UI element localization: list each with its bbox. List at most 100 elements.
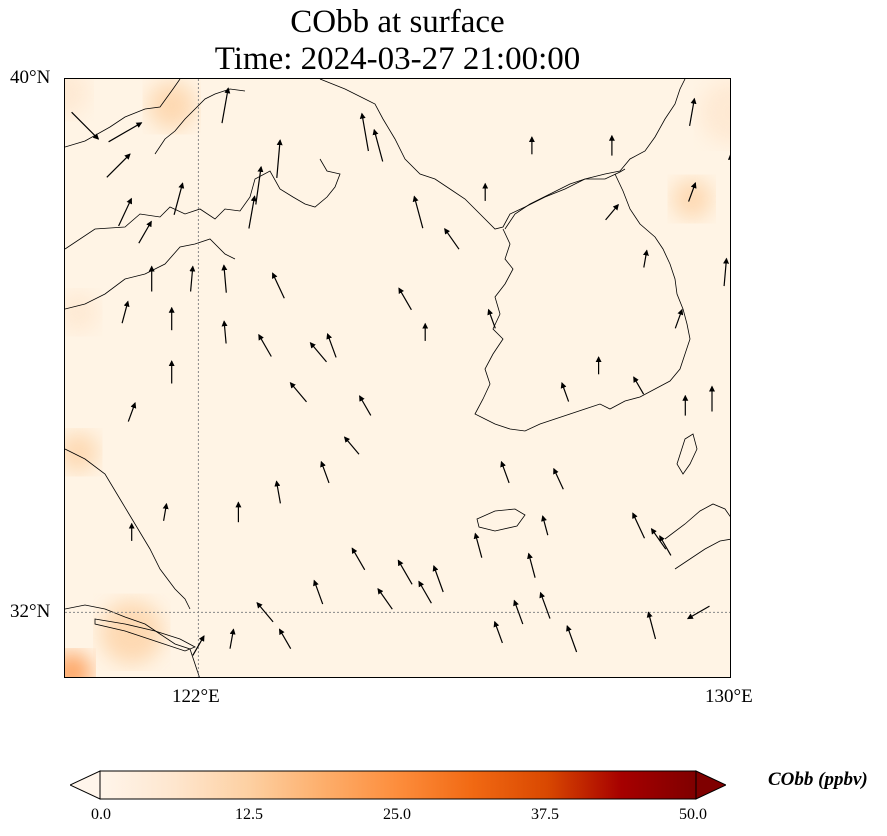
- coastline-yangtze: [65, 604, 200, 677]
- coastline-yangtze-island: [94, 618, 196, 652]
- wind-vector-0: [71, 111, 100, 140]
- wind-vector-30: [320, 460, 330, 484]
- colorbar-extend-max: [695, 770, 726, 800]
- concentration-patch-0: [147, 81, 196, 130]
- wind-vector-55: [650, 527, 667, 550]
- coastline-tsushima: [676, 433, 698, 475]
- coastline-jeju: [476, 508, 526, 532]
- wind-vector-27: [289, 382, 307, 403]
- wind-vector-15: [221, 264, 228, 293]
- wind-vector-23: [398, 287, 412, 311]
- concentration-patch-7: [65, 79, 90, 117]
- lon-label-122e: 122°E: [172, 686, 220, 707]
- colorbar-tick-4: 50.0: [679, 806, 707, 823]
- colorbar-canvas: [70, 770, 726, 800]
- coastline-bohai: [65, 79, 181, 148]
- wind-vector-58: [553, 467, 564, 490]
- wind-vector-64: [674, 308, 684, 329]
- colorbar-gradient: [99, 770, 697, 800]
- wind-vectors: [71, 87, 730, 656]
- coastline-shandong: [65, 238, 236, 310]
- colorbar-label: CObb (ppbv): [768, 769, 868, 790]
- wind-vector-48: [566, 625, 578, 653]
- wind-vector-52: [527, 552, 536, 578]
- wind-vector-31: [274, 480, 281, 504]
- coastline-kyushu-2: [674, 538, 730, 570]
- wind-vector-39: [377, 587, 393, 610]
- wind-vector-3: [118, 197, 133, 227]
- wind-vector-44: [278, 628, 292, 649]
- wind-vector-53: [541, 515, 549, 536]
- wind-vector-45: [493, 620, 503, 644]
- wind-vector-35: [351, 547, 366, 571]
- wind-vector-9: [248, 195, 257, 229]
- wind-vector-36: [397, 559, 413, 585]
- concentration-patch-5: [671, 178, 712, 220]
- coastline-dmz: [504, 168, 626, 230]
- wind-vector-26: [127, 402, 137, 422]
- wind-vector-61: [633, 376, 645, 395]
- wind-vector-34: [162, 502, 169, 521]
- coastline-korea-peninsula: [474, 173, 691, 432]
- wind-vector-5: [173, 182, 185, 215]
- map-canvas: [65, 79, 730, 677]
- colorbar: [70, 770, 726, 800]
- wind-vector-69: [727, 153, 730, 160]
- wind-vector-74: [487, 308, 496, 329]
- wind-vector-40: [313, 579, 324, 605]
- wind-vector-28: [359, 395, 372, 416]
- concentration-patch-2: [65, 292, 99, 333]
- wind-vector-8: [276, 139, 283, 178]
- wind-vector-41: [256, 602, 274, 623]
- concentration-patch-4: [65, 652, 92, 677]
- wind-vector-21: [309, 342, 327, 363]
- wind-vector-14: [189, 265, 196, 292]
- wind-vector-12: [412, 195, 424, 229]
- wind-vector-16: [272, 272, 285, 299]
- colorbar-tick-0: 0.0: [91, 806, 111, 823]
- wind-vector-11: [372, 128, 384, 162]
- wind-vector-6: [221, 87, 231, 124]
- wind-vector-37: [432, 565, 444, 593]
- lon-label-130e: 130°E: [705, 686, 753, 707]
- wind-vector-2: [106, 153, 131, 178]
- coastline-korea-north-east: [619, 79, 686, 172]
- concentration-patch-1: [65, 432, 99, 473]
- wind-vector-68: [723, 257, 730, 287]
- coastlines: [65, 79, 730, 677]
- wind-vector-46: [513, 599, 524, 625]
- wind-vector-59: [560, 382, 570, 402]
- concentration-field: [65, 79, 730, 677]
- wind-vector-10: [359, 112, 369, 152]
- coastline-kyushu: [664, 503, 730, 540]
- map-subtitle-time: Time: 2024-03-27 21:00:00: [214, 41, 581, 77]
- wind-vector-66: [642, 249, 649, 268]
- wind-vector-22: [326, 332, 337, 358]
- wind-vector-65: [605, 203, 619, 221]
- colorbar-tick-1: 12.5: [235, 806, 263, 823]
- wind-vector-56: [659, 535, 672, 556]
- coastline-jiangsu: [65, 448, 191, 610]
- coastline-china: [65, 158, 341, 250]
- wind-vector-24: [444, 227, 460, 250]
- lat-label-32n: 32°N: [10, 601, 51, 622]
- wind-vector-17: [121, 300, 130, 324]
- wind-vector-70: [689, 97, 697, 127]
- coastline-korea-west-north: [319, 79, 621, 230]
- wind-vector-43: [229, 628, 236, 649]
- wind-vector-38: [418, 580, 432, 604]
- colorbar-extend-min: [70, 770, 101, 800]
- wind-vector-29: [343, 436, 360, 455]
- concentration-patch-6: [699, 80, 730, 145]
- map-panel[interactable]: [64, 78, 731, 678]
- wind-vector-20: [258, 333, 272, 357]
- colorbar-tick-3: 37.5: [531, 806, 559, 823]
- gridlines: [65, 79, 730, 677]
- wind-vector-19: [221, 320, 228, 344]
- wind-vector-54: [632, 512, 646, 539]
- wind-vector-4: [138, 220, 152, 244]
- concentration-patch-3: [99, 600, 164, 665]
- wind-vector-67: [688, 182, 697, 202]
- wind-vector-51: [473, 532, 483, 558]
- wind-vector-42: [192, 635, 205, 656]
